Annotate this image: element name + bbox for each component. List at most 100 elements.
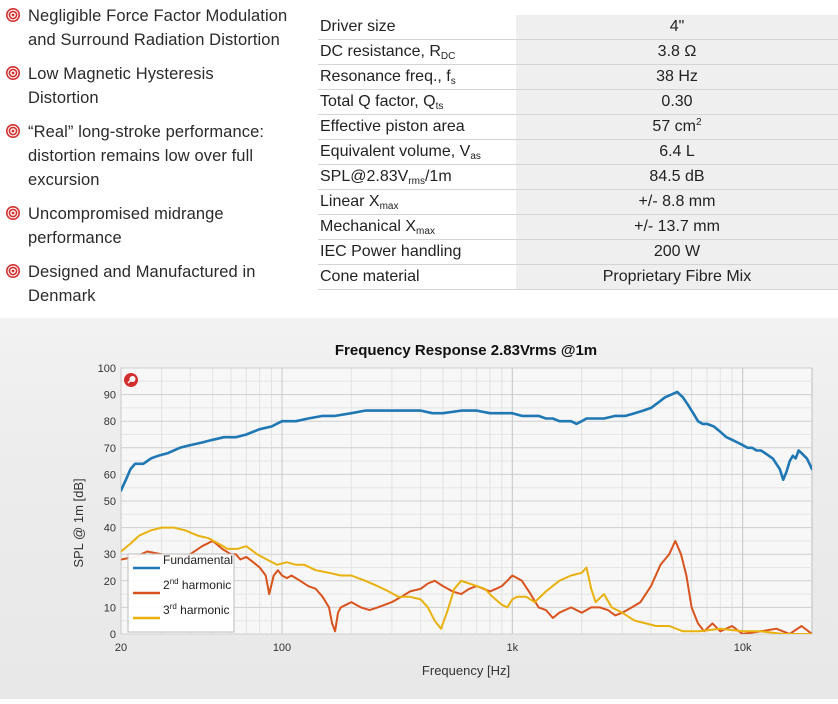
y-tick-label: 0 [110,629,116,641]
feature-text-line: “Real” long-stroke performance: [28,123,265,141]
spec-label-subscript: max [416,226,435,237]
spec-value-text: +/- 8.8 mm [638,193,716,210]
feature-text-line: performance [28,229,122,247]
x-tick-label: 100 [273,642,291,654]
spec-value-text: 3.8 Ω [657,43,697,60]
target-bullet-icon [6,66,20,80]
feature-text: Low Magnetic Hysteresis Distortion [28,62,214,110]
y-tick-label: 10 [104,602,116,614]
spec-label-text: Cone material [320,268,420,285]
spec-row: Linear Xmax +/- 8.8 mm [318,189,838,215]
spec-value: 6.4 L [516,139,838,165]
spec-label: DC resistance, RDC [318,39,516,65]
spec-value-text: 0.30 [661,93,693,110]
legend-label-suffix: harmonic [177,603,230,617]
target-bullet-icon [6,264,20,278]
legend-label-suffix: harmonic [179,578,232,592]
series-group [121,390,812,634]
feature-text: Uncompromised midrange performance [28,202,224,250]
brand-logo-icon [124,373,138,387]
feature-text-line: Designed and Manufactured in [28,263,256,281]
spec-label: SPL@2.83Vrms/1m [318,164,516,190]
x-tick-label: 1k [507,642,519,654]
spec-label: Effective piston area [318,114,516,140]
spec-value-text: 57 cm [652,118,696,135]
spec-label-text: IEC Power handling [320,243,462,260]
chart-title: Frequency Response 2.83Vrms @1m [335,342,597,359]
spec-label-subscript: as [470,151,481,162]
series-line-fundamental [121,390,812,492]
legend-label-sup: rd [170,602,177,611]
legend-label-main: 2 [163,578,170,592]
spec-label-text: Driver size [320,18,396,35]
y-tick-label: 60 [104,469,116,481]
spec-row: SPL@2.83Vrms/1m 84.5 dB [318,164,838,190]
y-axis-label: SPL @ 1m [dB] [71,478,86,567]
spec-value: 4" [516,15,838,40]
y-tick-label: 80 [104,416,116,428]
legend-label: Fundamental [163,553,233,567]
spec-value: 84.5 dB [516,164,838,190]
spec-value: 38 Hz [516,64,838,90]
spec-row: DC resistance, RDC 3.8 Ω [318,39,838,65]
spec-label-suffix: /1m [424,168,452,185]
spec-label: Linear Xmax [318,189,516,215]
series-line-third-harmonic [121,526,812,634]
spec-value: +/- 8.8 mm [516,189,838,215]
legend-label: 2nd harmonic [163,577,231,592]
feature-item: Negligible Force Factor Modulation and Su… [6,4,287,52]
x-tick-label: 20 [115,642,127,654]
target-bullet-icon [6,8,20,22]
spec-label: Resonance freq., fs [318,64,516,90]
spec-label-text: Resonance freq., f [320,68,451,85]
spec-value-text: Proprietary Fibre Mix [602,268,752,285]
y-tick-label: 40 [104,523,116,535]
x-axis-label: Frequency [Hz] [422,663,510,678]
spec-row: Cone material Proprietary Fibre Mix [318,264,838,290]
feature-text-line: Negligible Force Factor Modulation [28,7,288,25]
series-line-second-harmonic [121,539,812,634]
spec-row: Equivalent volume, Vas 6.4 L [318,139,838,165]
spec-label-text: Total Q factor, Q [320,93,436,110]
spec-label: IEC Power handling [318,239,516,265]
feature-text-line: Denmark [28,287,96,305]
legend-label-main: Fundamental [163,553,233,567]
target-bullet-icon [6,206,20,220]
spec-label: Total Q factor, Qts [318,89,516,115]
spec-value: 57 cm2 [516,114,838,140]
spec-label-subscript: s [450,76,456,87]
spec-value-text: 6.4 L [659,143,695,160]
spec-label-subscript: rms [408,176,425,187]
spec-value: Proprietary Fibre Mix [516,264,838,290]
spec-table: Driver size 4" DC resistance, RDC 3.8 Ω Reso… [318,15,838,290]
feature-item: Uncompromised midrange performance [6,202,224,250]
y-tick-label: 70 [104,443,116,455]
spec-label: Driver size [318,15,516,40]
spec-label-subscript: ts [435,101,444,112]
feature-text: Negligible Force Factor Modulation and Su… [28,4,287,52]
y-tick-label: 100 [98,363,116,375]
y-tick-label: 50 [104,496,116,508]
chart-panel: 0 10 20 30 40 50 60 70 80 90 100 20 100 1k 10k Freque… [0,318,838,699]
feature-text-line: and Surround Radiation Distortion [28,31,280,49]
spec-label-subscript: DC [440,51,456,62]
spec-value-text: 4" [669,18,685,35]
spec-row: Driver size 4" [318,15,838,40]
spec-label-text: Mechanical X [320,218,417,235]
y-tick-label: 20 [104,576,116,588]
spec-row: Mechanical Xmax +/- 13.7 mm [318,214,838,240]
spec-label-text: Linear X [320,193,380,210]
feature-text: Designed and Manufactured in Denmark [28,260,256,308]
spec-value-text: +/- 13.7 mm [634,218,720,235]
feature-text-line: Low Magnetic Hysteresis [28,65,214,83]
spec-value: 0.30 [516,89,838,115]
feature-text-line: excursion [28,171,100,189]
spec-label-text: DC resistance, R [320,43,441,60]
x-axis-ticks: 20 100 1k 10k [115,642,752,654]
spec-label: Equivalent volume, Vas [318,139,516,165]
feature-item: Designed and Manufactured in Denmark [6,260,256,308]
feature-item: Low Magnetic Hysteresis Distortion [6,62,214,110]
feature-item: “Real” long-stroke performance: distortio… [6,120,264,192]
spec-value: +/- 13.7 mm [516,214,838,240]
